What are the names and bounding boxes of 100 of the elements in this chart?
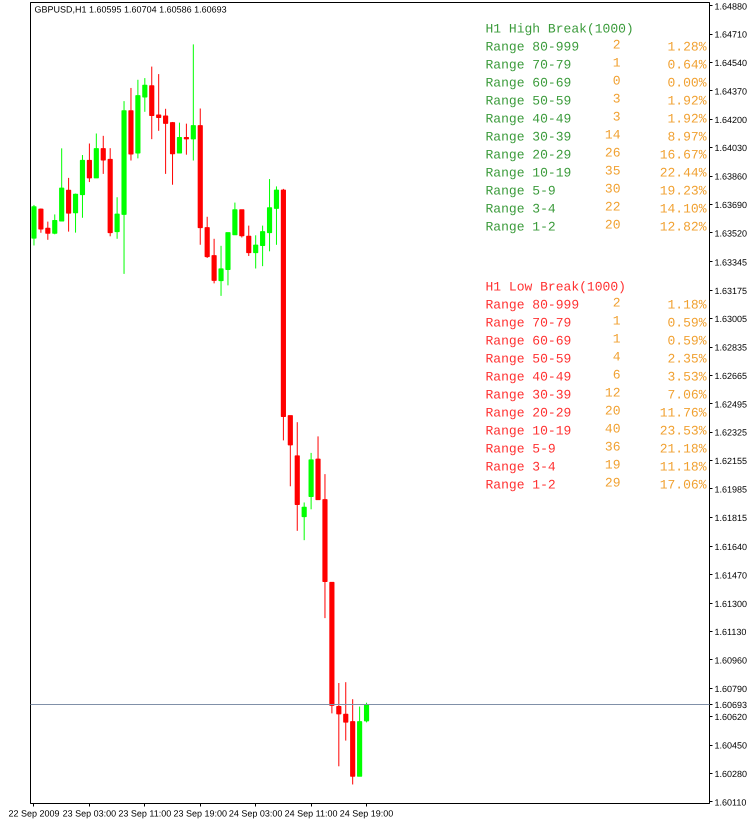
candlestick [218, 245, 224, 296]
annotation: H1 High Break(1000) [486, 22, 634, 36]
annotation: 19.23% [660, 184, 707, 198]
x-tick-label: 24 Sep 11:00 [284, 808, 338, 818]
annotation: 14 [604, 128, 621, 142]
y-tick-label: 1.63175 [714, 286, 748, 296]
x-tick-label: 22 Sep 2009 [8, 808, 60, 818]
candlestick [190, 44, 196, 162]
annotation: 12 [604, 386, 621, 400]
annotation: 1.18% [667, 298, 707, 312]
chart-title: GBPUSD,H1 1.60595 1.60704 1.60586 1.60693 [34, 4, 227, 14]
y-tick-label: 1.64370 [714, 86, 748, 96]
y-tick-label: 1.60280 [714, 768, 748, 779]
annotation: 20 [604, 218, 621, 232]
annotation: 2.35% [667, 352, 707, 366]
y-tick-label: 1.64710 [714, 30, 748, 40]
annotation: 16.67% [660, 148, 707, 162]
annotation: 3 [612, 110, 621, 124]
y-tick-label: 1.63345 [714, 257, 748, 268]
annotation: 0.59% [667, 334, 707, 348]
annotation: Range 5-9 [486, 184, 556, 198]
candlestick [246, 225, 252, 256]
annotation: Range 40-49 [486, 112, 572, 126]
y-tick-label: 1.64030 [714, 143, 748, 154]
annotation: 6 [612, 368, 621, 382]
y-tick-label: 1.61470 [714, 570, 748, 580]
annotation: 12.82% [660, 220, 707, 234]
annotation: Range 70-79 [486, 316, 572, 330]
annotation: 11.18% [660, 460, 707, 474]
annotation: Range 20-29 [486, 406, 572, 420]
candlestick [86, 143, 92, 183]
annotation: Range 60-69 [486, 334, 572, 348]
y-tick-label: 1.63005 [714, 314, 748, 324]
annotation: Range 60-69 [486, 76, 572, 90]
x-tick-label: 23 Sep 03:00 [62, 808, 116, 818]
annotation: 22 [604, 200, 621, 214]
annotation: 3.53% [667, 370, 707, 384]
candlestick [176, 122, 182, 154]
y-tick-label: 1.60450 [714, 740, 748, 751]
annotation: 2 [612, 38, 621, 52]
annotation: Range 5-9 [486, 442, 556, 456]
annotation: 19 [604, 458, 621, 472]
annotation: 1 [612, 56, 621, 70]
annotation: 1.92% [667, 112, 707, 126]
annotation: Range 3-4 [486, 202, 556, 216]
x-tick-label: 24 Sep 03:00 [228, 808, 282, 818]
candlestick [66, 177, 72, 232]
candlestick [336, 682, 342, 767]
annotation: 26 [604, 146, 621, 160]
y-tick-label: 1.62835 [714, 342, 748, 353]
annotation: Range 1-2 [486, 220, 556, 234]
annotation: 1 [612, 314, 621, 328]
y-tick-label: 1.61130 [714, 627, 746, 638]
candlestick [302, 502, 307, 541]
candlestick [72, 193, 78, 234]
y-tick-label: 1.62665 [714, 370, 748, 381]
annotation: Range 50-59 [486, 352, 572, 366]
annotation: 20 [604, 404, 621, 418]
annotation: Range 30-39 [486, 388, 572, 402]
annotation: 23.53% [660, 424, 707, 438]
annotation: 0.59% [667, 316, 707, 330]
annotation: 7.06% [667, 388, 707, 402]
annotation: 21.18% [660, 442, 707, 456]
annotation: 40 [604, 422, 621, 436]
y-tick-label: 1.63860 [714, 172, 748, 182]
annotation: 30 [604, 182, 621, 196]
annotation: Range 40-49 [486, 370, 572, 384]
annotation: Range 70-79 [486, 58, 572, 72]
annotation: 11.76% [660, 406, 707, 420]
annotation: 0.00% [667, 76, 707, 90]
x-tick-label: 24 Sep 19:00 [340, 808, 394, 818]
annotation: 14.10% [660, 202, 707, 216]
annotation: 1.28% [667, 40, 707, 54]
annotation: 1.92% [667, 94, 707, 108]
ref-line-label: 1.60693 [714, 700, 748, 710]
annotation: Range 10-19 [486, 424, 572, 438]
annotation: Range 50-59 [486, 94, 572, 108]
annotation: 3 [612, 92, 621, 106]
annotation: 36 [604, 440, 621, 454]
y-tick-label: 1.60110 [714, 797, 746, 808]
y-tick-label: 1.61815 [714, 512, 748, 523]
y-tick-label: 1.60620 [714, 712, 748, 722]
y-tick-label: 1.61300 [714, 598, 748, 609]
annotation: Range 20-29 [486, 148, 572, 162]
y-tick-label: 1.62325 [714, 428, 748, 438]
y-tick-label: 1.62155 [714, 456, 748, 466]
annotation: Range 30-39 [486, 130, 572, 144]
candlestick [274, 186, 280, 246]
annotation: 8.97% [667, 130, 707, 144]
annotation: 4 [612, 350, 621, 364]
y-tick-label: 1.63520 [714, 228, 748, 238]
y-tick-label: 1.61985 [714, 484, 748, 494]
annotation: Range 1-2 [486, 478, 556, 492]
x-tick-label: 23 Sep 11:00 [118, 808, 172, 818]
annotation: 0 [612, 74, 621, 88]
y-tick-label: 1.64200 [714, 114, 748, 125]
annotation: Range 10-19 [486, 166, 572, 180]
candlestick [364, 702, 370, 723]
annotation: 1 [612, 332, 621, 346]
annotation: Range 80-999 [486, 298, 580, 312]
